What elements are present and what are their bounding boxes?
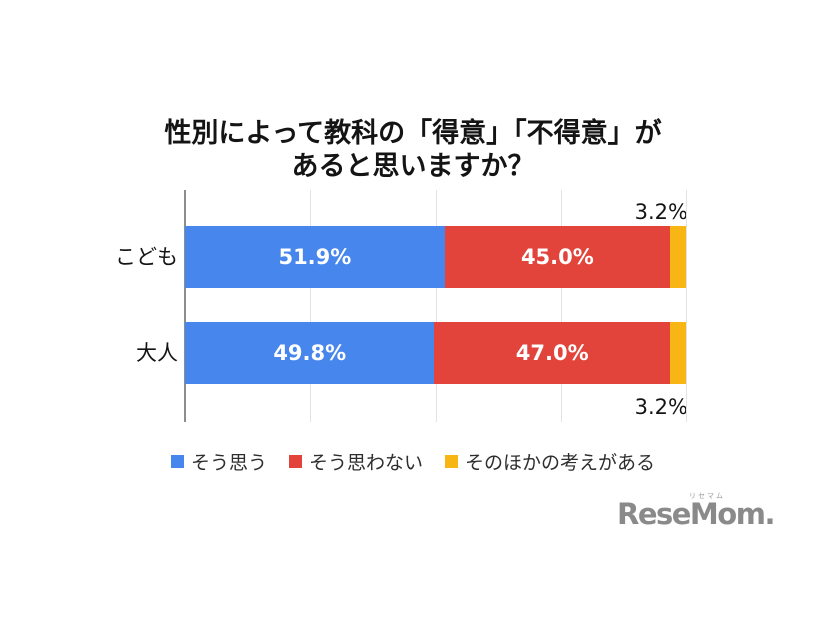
legend-swatch-yellow bbox=[445, 455, 458, 468]
bar-segment-kodomo-sonohoka bbox=[669, 226, 686, 288]
bar-value-label: 49.8% bbox=[273, 341, 347, 365]
bar-segment-otona-omowanai: 47.0% bbox=[434, 322, 670, 384]
gridline-100 bbox=[686, 190, 687, 422]
legend-label: そう思う bbox=[190, 452, 267, 474]
bar-value-label: 47.0% bbox=[515, 341, 589, 365]
legend-label: そう思わない bbox=[308, 452, 423, 474]
gridline-25 bbox=[310, 190, 312, 422]
bar-segment-otona-sonohoka bbox=[669, 322, 686, 384]
resemom-logo-text: ReseMom. bbox=[617, 497, 775, 531]
bar-segment-kodomo-souomou: 51.9% bbox=[185, 226, 445, 288]
resemom-logo-ruby: リセマム bbox=[689, 492, 725, 500]
gridline-75 bbox=[560, 190, 562, 422]
chart-title: 性別によって教科の「得意」「不得意」が あると思いますか？ bbox=[0, 117, 826, 183]
legend-item-sonohoka: そのほかの考えがある bbox=[445, 448, 655, 475]
plot-area: 51.9% 45.0% 49.8% 47.0% bbox=[184, 190, 687, 422]
legend: そう思う そう思わない そのほかの考えがある bbox=[0, 448, 826, 475]
legend-item-omowanai: そう思わない bbox=[288, 448, 423, 475]
bar-row-kodomo: 51.9% 45.0% bbox=[185, 226, 686, 288]
category-label-kodomo: こども bbox=[115, 245, 178, 269]
chart-title-line1: 性別によって教科の「得意」「不得意」が bbox=[164, 118, 662, 149]
gridline-50 bbox=[435, 190, 437, 422]
bar-segment-otona-souomou: 49.8% bbox=[185, 322, 435, 384]
resemom-logo: リセマム ReseMom. bbox=[617, 492, 775, 536]
bar-segment-kodomo-omowanai: 45.0% bbox=[444, 226, 670, 288]
bar-value-label: 51.9% bbox=[278, 245, 352, 269]
legend-item-souomou: そう思う bbox=[170, 448, 267, 475]
bar-row-otona: 49.8% 47.0% bbox=[185, 322, 686, 384]
otona-other-value-label: 3.2% bbox=[634, 395, 688, 419]
bar-value-label: 45.0% bbox=[520, 245, 594, 269]
kodomo-other-value-label: 3.2% bbox=[634, 200, 688, 224]
category-label-otona: 大人 bbox=[136, 341, 178, 365]
legend-label: そのほかの考えがある bbox=[465, 452, 656, 474]
y-axis-line bbox=[184, 190, 186, 422]
chart-title-line2: あると思いますか？ bbox=[291, 151, 535, 182]
legend-swatch-red bbox=[288, 455, 302, 468]
legend-swatch-blue bbox=[170, 455, 184, 468]
